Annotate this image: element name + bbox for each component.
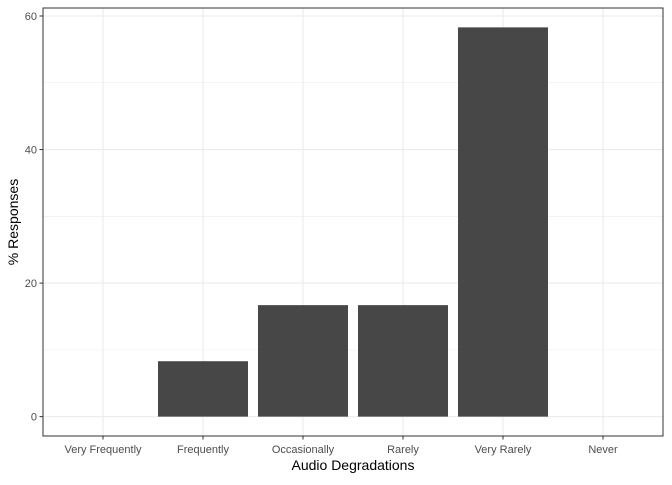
major-gridlines: [43, 8, 663, 436]
x-tick-label: Rarely: [387, 444, 419, 456]
x-axis-title: Audio Degradations: [292, 457, 415, 473]
bar: [358, 305, 448, 417]
bar: [458, 27, 548, 417]
x-tick-label: Very Rarely: [475, 444, 532, 456]
x-axis-ticks: Very Frequently Frequently Occasionally Rar…: [64, 436, 618, 456]
y-tick-label: 20: [25, 278, 37, 290]
bar: [258, 305, 348, 417]
bars: [158, 27, 548, 417]
panel-border: [42, 7, 664, 437]
y-axis-title: % Responses: [5, 179, 21, 265]
y-tick-label: 40: [25, 145, 37, 157]
x-tick-label: Very Frequently: [64, 444, 142, 456]
y-tick-label: 60: [25, 11, 37, 23]
x-tick-label: Never: [588, 444, 618, 456]
bar: [158, 361, 248, 417]
y-tick-label: 0: [31, 412, 37, 424]
x-tick-label: Frequently: [177, 444, 229, 456]
minor-gridlines: [43, 82, 663, 351]
y-axis-ticks: 0 20 40 60: [25, 11, 43, 424]
x-tick-label: Occasionally: [272, 444, 335, 456]
